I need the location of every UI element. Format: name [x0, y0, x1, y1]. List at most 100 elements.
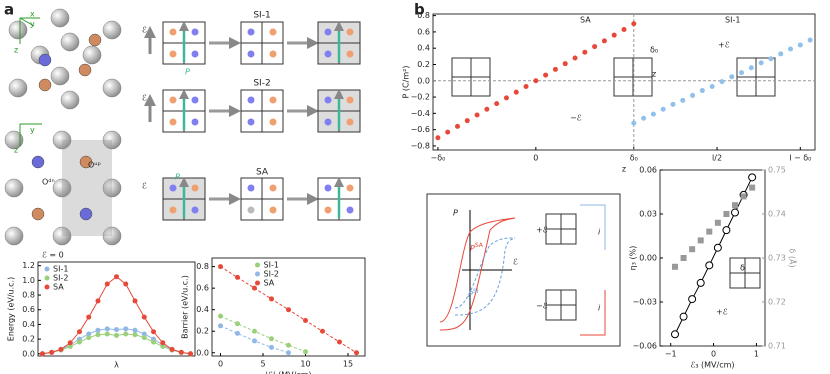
point: [670, 101, 676, 107]
cell-grid: [737, 58, 775, 96]
schematics: [5, 9, 775, 335]
hysteresis-label: P: [468, 290, 473, 299]
point: [123, 331, 129, 337]
point: [705, 261, 714, 270]
point: [552, 66, 558, 72]
y-tick-label: −0.8: [411, 141, 430, 150]
point: [235, 274, 240, 280]
legend-marker: [255, 280, 260, 286]
y-tick-label: 0.0: [22, 349, 35, 358]
legend-label: SI-1: [264, 261, 279, 270]
point: [740, 193, 747, 200]
point: [807, 37, 813, 43]
point: [709, 83, 715, 89]
point: [631, 21, 637, 27]
annotation: SI-1: [725, 16, 740, 25]
point: [543, 72, 549, 78]
point: [86, 314, 92, 320]
point: [104, 331, 110, 337]
row-label: SA: [256, 168, 269, 178]
point: [320, 328, 325, 334]
cell-grid: [241, 22, 283, 64]
ion: [346, 206, 354, 214]
y2-tick-label: 0.75: [768, 166, 786, 175]
ion: [324, 118, 332, 126]
cell-grid: [241, 178, 283, 220]
point: [67, 343, 73, 349]
x-tick-label: 0: [711, 350, 716, 359]
atom: [82, 45, 102, 65]
axis-arrow: [19, 17, 40, 44]
point: [141, 314, 147, 320]
point: [503, 95, 509, 101]
x-tick-label: 0: [533, 154, 538, 163]
point: [269, 296, 274, 302]
hysteresis-label: +ℰ: [536, 226, 548, 235]
point: [169, 346, 175, 352]
y-tick-label: 0.4: [196, 305, 209, 314]
ion: [247, 184, 255, 192]
legend-label: SI-2: [264, 270, 279, 279]
annotation: +ℰ: [718, 41, 730, 50]
y-tick-label: 0.2: [22, 335, 35, 344]
y-tick-label: 0.0: [417, 76, 430, 85]
y-tick-label: 0.2: [417, 60, 430, 69]
ion: [169, 206, 177, 214]
x-tick-label: 5: [260, 360, 265, 369]
x-tick-label: l/2: [712, 154, 722, 163]
octahedron: [78, 63, 92, 77]
annotation: δ₀: [650, 46, 658, 55]
atom: [60, 32, 80, 52]
point: [719, 79, 725, 85]
x-tick-label: −1: [665, 350, 677, 359]
atom: [4, 226, 24, 246]
series-line: [42, 328, 191, 355]
hysteresis-label: i: [598, 304, 601, 313]
ion: [269, 118, 277, 126]
x-axis-label: z: [622, 165, 626, 174]
hysteresis-label: PSA: [470, 242, 484, 253]
y2-axis-label: δ (Å): [788, 248, 799, 267]
point: [67, 340, 73, 346]
field-label: ℰ: [142, 94, 147, 103]
ion: [269, 96, 277, 104]
y-tick-label: 0.4: [22, 320, 35, 329]
hysteresis-label: −ℰ: [536, 302, 548, 311]
point: [739, 70, 745, 76]
point: [132, 298, 138, 304]
point: [729, 74, 735, 80]
atom: [52, 226, 72, 246]
ion: [169, 28, 177, 36]
point: [494, 101, 500, 107]
axis-arrow: [19, 123, 42, 146]
hysteresis-label: SI: [473, 288, 479, 295]
y-tick-label: 0.6: [196, 284, 209, 293]
y2-tick-label: 0.73: [768, 254, 786, 263]
point: [464, 118, 470, 124]
y-axis-label: Energy (eV/u.c.): [7, 277, 16, 341]
plot-frame: [211, 257, 366, 357]
plot-frame: [432, 13, 816, 151]
ion: [324, 206, 332, 214]
ion: [247, 118, 255, 126]
point: [95, 327, 101, 333]
legend-label: SA: [53, 283, 64, 292]
point: [86, 335, 92, 341]
point: [484, 106, 490, 112]
ion: [247, 28, 255, 36]
legend-marker: [44, 275, 50, 281]
annotation: SA: [580, 16, 591, 25]
point: [533, 78, 539, 84]
point: [749, 184, 756, 191]
point: [303, 317, 308, 323]
legend-label: SI-1: [53, 265, 68, 274]
atom: [8, 78, 28, 98]
point: [160, 343, 166, 349]
point: [454, 123, 460, 129]
octahedron: [79, 207, 93, 221]
ion: [169, 50, 177, 58]
y2-tick-label: 0.71: [768, 342, 786, 351]
point: [76, 329, 82, 335]
point: [706, 228, 713, 235]
